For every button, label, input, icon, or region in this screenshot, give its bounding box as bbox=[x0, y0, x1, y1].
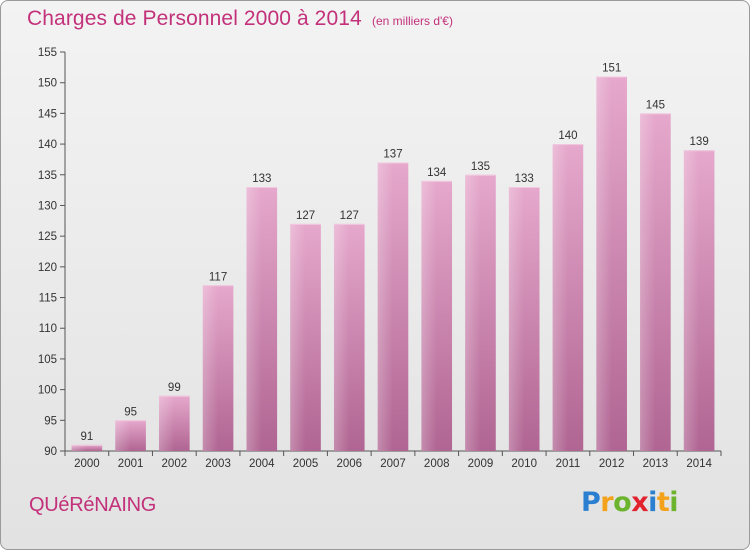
y-tick-label: 115 bbox=[39, 293, 57, 305]
bar-value-label: 151 bbox=[602, 63, 621, 75]
bar-value-label: 91 bbox=[80, 431, 93, 443]
y-tick-label: 140 bbox=[38, 139, 57, 151]
x-tick-label: 2005 bbox=[293, 458, 319, 470]
bar-highlight bbox=[596, 76, 612, 452]
x-tick-label: 2009 bbox=[468, 458, 494, 470]
x-tick-label: 2010 bbox=[511, 458, 537, 470]
logo-letter: i bbox=[669, 487, 679, 518]
bar-value-label: 137 bbox=[383, 148, 402, 160]
x-tick-label: 2003 bbox=[205, 458, 231, 470]
bar-highlight bbox=[421, 180, 437, 451]
chart-title: Charges de Personnel 2000 à 2014 bbox=[27, 7, 362, 30]
logo-letter: x bbox=[631, 487, 649, 518]
y-tick-label: 105 bbox=[38, 354, 57, 366]
bar-highlight bbox=[465, 174, 481, 451]
x-tick-label: 2001 bbox=[118, 458, 144, 470]
value-labels: 91 95 99 117 133 127 127 137 134 135 133 140 151 145 1… bbox=[80, 63, 708, 443]
bar-value-label: 140 bbox=[558, 130, 577, 142]
bar-highlight bbox=[202, 285, 219, 451]
x-tick-label: 2004 bbox=[249, 458, 275, 470]
logo-letter: i bbox=[648, 487, 657, 518]
x-tick-label: 2008 bbox=[424, 458, 450, 470]
y-tick-label: 120 bbox=[38, 262, 57, 274]
bar-value-label: 127 bbox=[340, 210, 359, 222]
bar-value-label: 95 bbox=[124, 406, 137, 418]
logo-letter: t bbox=[656, 487, 670, 518]
bar-value-label: 99 bbox=[168, 382, 181, 394]
bars bbox=[71, 76, 715, 452]
x-tick-label: 2013 bbox=[643, 458, 669, 470]
bar-highlight bbox=[552, 144, 568, 452]
bar-highlight bbox=[508, 187, 525, 452]
bar-highlight bbox=[640, 113, 656, 451]
logo-letter: P bbox=[581, 487, 601, 518]
y-tick-label: 155 bbox=[38, 47, 57, 59]
y-tick-label: 145 bbox=[38, 108, 57, 120]
y-tick-label: 110 bbox=[39, 323, 57, 335]
y-tick-label: 150 bbox=[38, 78, 57, 90]
x-tick-label: 2011 bbox=[556, 458, 581, 470]
y-tick-label: 130 bbox=[38, 200, 57, 212]
bar-highlight bbox=[71, 444, 87, 451]
place-name: QUéRéNAING bbox=[29, 494, 157, 516]
logo-letter: r bbox=[600, 487, 614, 518]
bar-value-label: 139 bbox=[690, 136, 709, 148]
bar-value-label: 117 bbox=[209, 271, 227, 283]
chart-subtitle: (en milliers d'€) bbox=[372, 14, 453, 28]
proxiti-logo[interactable]: Proxiti bbox=[581, 487, 679, 518]
logo-letter: o bbox=[613, 487, 632, 518]
x-tick-label: 2002 bbox=[162, 458, 188, 470]
x-tick-label: 2000 bbox=[74, 458, 100, 470]
x-tick-label: 2007 bbox=[380, 458, 406, 470]
bar-highlight bbox=[159, 395, 175, 451]
bar bbox=[71, 444, 103, 451]
bar-highlight bbox=[290, 223, 306, 451]
x-tick-label: 2014 bbox=[686, 458, 712, 470]
bar-highlight bbox=[333, 223, 350, 451]
y-tick-label: 100 bbox=[38, 385, 57, 397]
bar-highlight bbox=[683, 150, 700, 451]
bar-value-label: 145 bbox=[646, 99, 665, 111]
x-tick-label: 2006 bbox=[336, 458, 362, 470]
bar-value-label: 134 bbox=[427, 167, 447, 179]
bar-highlight bbox=[115, 420, 131, 451]
y-tick-label: 125 bbox=[38, 231, 57, 243]
y-tick-label: 95 bbox=[44, 415, 57, 427]
bar-highlight bbox=[246, 187, 262, 452]
bar-highlight bbox=[377, 162, 393, 451]
y-tick-label: 135 bbox=[38, 170, 57, 182]
bar-value-label: 127 bbox=[296, 210, 315, 222]
y-tick-label: 90 bbox=[44, 446, 57, 458]
bar-value-label: 133 bbox=[252, 173, 271, 185]
x-tick-label: 2012 bbox=[599, 458, 625, 470]
bar-value-label: 133 bbox=[515, 173, 534, 185]
bar-value-label: 135 bbox=[471, 161, 490, 173]
